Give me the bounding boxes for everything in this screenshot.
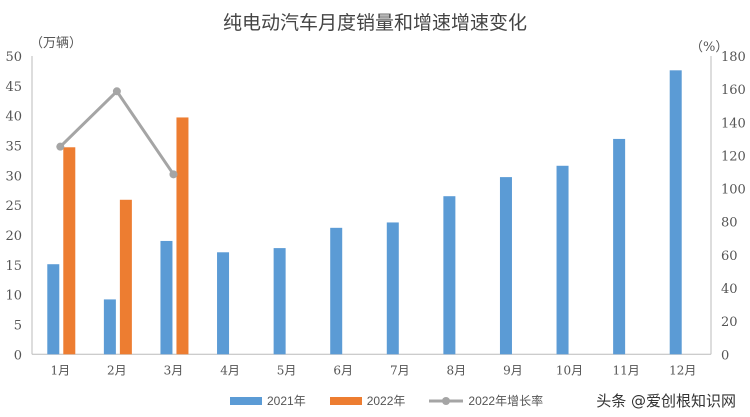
legend-label: 2021年 [267, 394, 306, 408]
bar-2022年-1月 [63, 147, 76, 355]
y2-tick-label: 180 [721, 50, 746, 65]
x-tick-label: 2月 [107, 363, 127, 377]
x-tick-label: 8月 [447, 363, 467, 377]
growth-point-1月 [56, 142, 65, 151]
legend-label: 2022年增长率 [468, 394, 544, 408]
y-tick-label: 25 [5, 199, 22, 214]
bar-2021年-6月 [330, 227, 343, 355]
bar-2022年-3月 [176, 117, 189, 355]
x-tick-label: 11月 [612, 363, 639, 377]
y2-tick-label: 160 [721, 83, 746, 98]
x-tick-label: 3月 [164, 363, 184, 377]
bar-2021年-4月 [217, 252, 230, 355]
bar-2021年-7月 [386, 222, 399, 355]
x-tick-label: 6月 [333, 363, 353, 377]
y2-tick-label: 120 [721, 149, 746, 164]
legend: 2021年 2022年 2022年增长率 [230, 392, 543, 409]
y-tick-label: 5 [14, 318, 22, 333]
y-tick-label: 35 [5, 139, 22, 154]
y-tick-label: 15 [5, 259, 22, 274]
y-tick-label: 20 [5, 229, 22, 244]
bar-2021年-12月 [669, 70, 682, 355]
x-tick-label: 10月 [556, 363, 583, 377]
legend-line-swatch [429, 396, 464, 405]
y-tick-label: 40 [5, 110, 22, 125]
y2-tick-label: 40 [721, 282, 738, 297]
x-tick-label: 12月 [669, 363, 696, 377]
bar-2021年-2月 [103, 299, 116, 355]
y2-tick-label: 60 [721, 249, 738, 264]
legend-swatch [329, 396, 362, 405]
legend-label: 2022年 [366, 394, 406, 408]
bar-2021年-8月 [443, 196, 456, 355]
y2-tick-label: 20 [721, 315, 738, 330]
x-tick-label: 7月 [390, 363, 410, 377]
y2-tick-label: 100 [721, 183, 746, 198]
bar-2021年-9月 [499, 177, 512, 355]
y-tick-label: 30 [5, 169, 22, 184]
y-axis-unit: （万辆） [30, 36, 83, 51]
watermark: 头条 @爱创根知识网 [596, 392, 736, 410]
legend-item-2022: 2022年 [329, 392, 406, 409]
growth-point-2月 [112, 87, 121, 96]
growth-point-3月 [169, 170, 178, 179]
x-tick-label: 5月 [277, 363, 297, 377]
y-tick-label: 50 [5, 50, 22, 65]
y2-axis-unit: （%） [690, 40, 729, 55]
x-tick-label: 9月 [503, 363, 523, 377]
bar-2021年-3月 [160, 240, 173, 355]
y2-tick-label: 140 [721, 116, 746, 131]
chart-title: 纯电动汽车月度销量和增速增速变化 [222, 12, 527, 34]
y-tick-label: 10 [5, 289, 22, 304]
y-tick-label: 45 [5, 80, 22, 95]
y2-tick-label: 80 [721, 216, 738, 231]
bar-2021年-10月 [556, 165, 569, 355]
y2-tick-label: 0 [721, 348, 729, 363]
legend-item-growth: 2022年增长率 [429, 392, 543, 409]
bar-2021年-1月 [47, 264, 60, 355]
growth-line [59, 88, 175, 176]
y-tick-label: 0 [14, 348, 22, 363]
bar-2021年-11月 [613, 138, 626, 355]
bar-2021年-5月 [273, 248, 286, 355]
bar-2022年-2月 [119, 199, 132, 355]
x-tick-label: 4月 [220, 363, 240, 377]
legend-swatch [230, 396, 262, 405]
x-tick-label: 1月 [50, 363, 70, 377]
legend-item-2021: 2021年 [230, 392, 306, 409]
